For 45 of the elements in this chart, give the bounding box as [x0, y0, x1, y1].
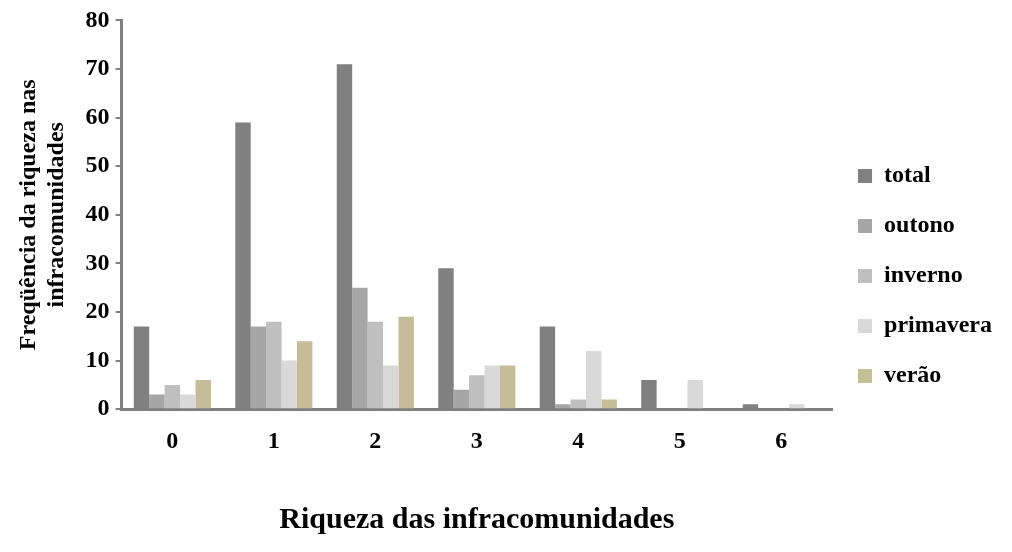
bar — [453, 389, 470, 409]
x-axis-title: Riqueza das infracomunidades — [279, 500, 675, 534]
bar — [601, 399, 617, 409]
bar — [570, 399, 587, 409]
y-tick-label: 60 — [85, 102, 110, 129]
bar — [499, 365, 516, 409]
bar — [149, 394, 165, 409]
bar — [586, 350, 602, 409]
bar — [383, 365, 399, 409]
y-tick-label: 0 — [97, 394, 110, 421]
legend-label: verão — [884, 361, 942, 388]
legend-label: inverno — [884, 261, 963, 288]
bar — [687, 380, 703, 409]
bar — [789, 404, 805, 409]
bar — [250, 326, 267, 409]
legend-label: primavera — [884, 311, 992, 338]
x-tick-label: 2 — [369, 426, 382, 453]
y-tick-label: 20 — [85, 297, 110, 324]
x-tick-label: 6 — [775, 426, 788, 453]
bar — [281, 360, 297, 409]
y-tick-label: 50 — [85, 151, 110, 178]
bar — [555, 404, 571, 409]
bar — [367, 321, 384, 409]
y-tick-label: 40 — [85, 200, 110, 226]
y-tick-label: 80 — [85, 5, 110, 32]
x-tick-label: 4 — [572, 426, 585, 453]
y-tick-label: 10 — [85, 345, 110, 372]
legend-label: total — [884, 161, 932, 188]
y-axis-title: Freqüência da riqueza nas infracomunidades — [13, 79, 69, 351]
y-tick-label: 30 — [85, 248, 110, 275]
bar — [484, 365, 500, 409]
bar — [180, 394, 196, 409]
bar — [164, 384, 181, 409]
bar — [352, 287, 368, 409]
bar — [296, 341, 313, 409]
bar — [266, 321, 282, 409]
x-tick-label: 1 — [267, 426, 280, 453]
bar — [398, 316, 414, 409]
x-tick-label: 3 — [470, 426, 483, 453]
y-tick-label: 70 — [85, 54, 110, 81]
x-tick-label: 0 — [166, 426, 179, 453]
legend-label: outono — [884, 211, 955, 238]
bar — [469, 375, 485, 409]
bar — [195, 380, 211, 409]
x-tick-label: 5 — [673, 426, 686, 453]
